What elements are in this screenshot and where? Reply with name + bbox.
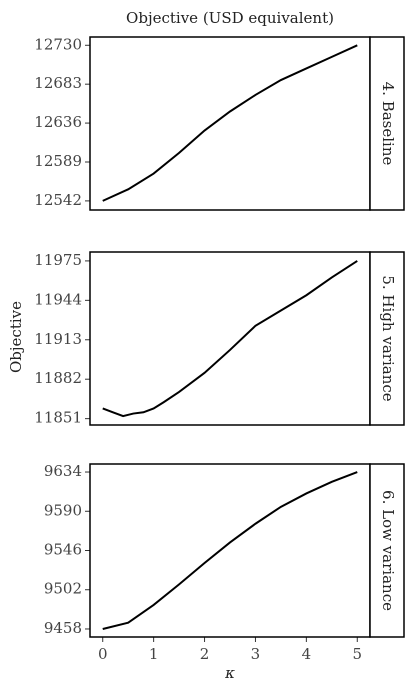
y-tick-label: 9502 <box>44 580 82 598</box>
strip <box>369 36 405 211</box>
y-tick-label: 12542 <box>34 191 82 209</box>
x-tick-label: 4 <box>302 645 312 663</box>
strip <box>369 251 405 426</box>
strip-label: 5. High variance <box>379 275 397 401</box>
y-tick-label: 9634 <box>44 462 82 480</box>
x-tick-label: 2 <box>200 645 210 663</box>
y-tick-label: 11975 <box>34 251 82 269</box>
strip-label: 6. Low variance <box>379 490 397 611</box>
y-tick-label: 12589 <box>34 152 82 170</box>
panel-border <box>89 36 371 211</box>
x-tick-label: 5 <box>352 645 362 663</box>
line <box>102 471 358 630</box>
x-axis-label: κ <box>224 664 235 682</box>
panel-border <box>89 251 371 426</box>
y-tick-label: 9590 <box>44 501 82 519</box>
y-tick-label: 12730 <box>34 35 82 53</box>
y-axis-label: Objective <box>7 301 25 373</box>
chart-title: Objective (USD equivalent) <box>126 9 334 27</box>
y-tick-label: 12683 <box>34 74 82 92</box>
panel-border <box>89 463 371 638</box>
y-tick-label: 9546 <box>44 541 82 559</box>
y-tick-label: 11851 <box>34 409 82 427</box>
y-tick-label: 12636 <box>34 113 82 131</box>
y-tick-label: 11882 <box>34 369 82 387</box>
strip-label: 4. Baseline <box>379 82 397 166</box>
x-tick-label: 1 <box>149 645 159 663</box>
x-tick-label: 3 <box>251 645 261 663</box>
y-tick-label: 11944 <box>34 290 82 308</box>
y-tick-label: 9458 <box>44 619 82 637</box>
line <box>102 260 358 418</box>
line <box>102 44 358 202</box>
strip <box>369 463 405 638</box>
y-tick-label: 11913 <box>34 330 82 348</box>
x-tick-label: 0 <box>98 645 108 663</box>
